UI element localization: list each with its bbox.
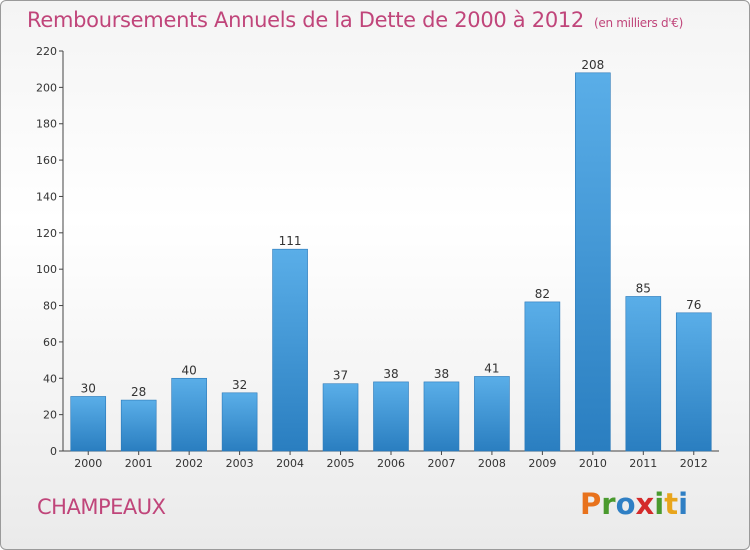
x-tick-label-2000: 2000 — [74, 457, 102, 470]
chart-subtitle: (en milliers d'€) — [594, 16, 684, 30]
value-label-2010: 208 — [581, 58, 604, 72]
y-tick-label: 20 — [43, 409, 57, 422]
value-label-2002: 40 — [182, 363, 197, 377]
y-tick-label: 180 — [36, 118, 57, 131]
value-label-2007: 38 — [434, 367, 449, 381]
bars: 30 28 40 32 111 37 38 38 41 82 208 85 76 — [70, 58, 712, 452]
bar-2003[interactable] — [221, 392, 258, 452]
y-tick-label: 60 — [43, 336, 57, 349]
x-tick-label-2001: 2001 — [125, 457, 153, 470]
axes: 0 20 40 60 80 100 120 140 160 180 200 220 2000 2001 20… — [36, 45, 719, 470]
bar-2001[interactable] — [120, 399, 157, 452]
x-tick-label-2003: 2003 — [226, 457, 254, 470]
x-tick-label-2012: 2012 — [680, 457, 708, 470]
bar-2012[interactable] — [675, 312, 712, 452]
city-name: CHAMPEAUX — [37, 495, 166, 519]
y-tick-label: 220 — [36, 45, 57, 58]
y-tick-label: 160 — [36, 154, 57, 167]
bar-2000[interactable] — [70, 396, 107, 452]
value-label-2000: 30 — [81, 381, 96, 395]
value-label-2004: 111 — [279, 234, 302, 248]
x-tick-label-2008: 2008 — [478, 457, 506, 470]
y-tick-label: 200 — [36, 81, 57, 94]
x-tick-label-2004: 2004 — [276, 457, 304, 470]
chart-title: Remboursements Annuels de la Dette de 20… — [27, 8, 683, 32]
value-label-2009: 82 — [535, 287, 550, 301]
bar-2010[interactable] — [575, 72, 611, 452]
value-label-2011: 85 — [636, 281, 651, 295]
x-tick-label-2011: 2011 — [629, 457, 657, 470]
chart-title-text: Remboursements Annuels de la Dette de 20… — [27, 8, 584, 32]
x-tick-label-2005: 2005 — [327, 457, 355, 470]
y-tick-label: 120 — [36, 227, 57, 240]
bar-2008[interactable] — [474, 376, 510, 452]
bar-2009[interactable] — [524, 301, 561, 452]
y-tick-label: 100 — [36, 263, 57, 276]
x-tick-label-2009: 2009 — [528, 457, 556, 470]
value-label-2008: 41 — [484, 361, 499, 375]
y-tick-label: 40 — [43, 372, 57, 385]
value-label-2012: 76 — [686, 298, 701, 312]
y-tick-label: 0 — [50, 445, 57, 458]
value-label-2005: 37 — [333, 369, 348, 383]
x-tick-label-2007: 2007 — [427, 457, 455, 470]
bar-2011[interactable] — [625, 296, 662, 452]
bar-2004[interactable] — [272, 248, 308, 452]
x-tick-label-2002: 2002 — [175, 457, 203, 470]
value-label-2003: 32 — [232, 378, 247, 392]
bar-2005[interactable] — [322, 383, 359, 452]
proxiti-logo[interactable]: Proxiti — [580, 487, 689, 521]
x-tick-label-2010: 2010 — [579, 457, 607, 470]
bar-2002[interactable] — [171, 377, 207, 452]
bar-2007[interactable] — [423, 381, 460, 452]
y-tick-label: 80 — [43, 300, 57, 313]
value-label-2006: 38 — [383, 367, 398, 381]
x-tick-label-2006: 2006 — [377, 457, 405, 470]
y-tick-label: 140 — [36, 190, 57, 203]
value-label-2001: 28 — [131, 385, 146, 399]
bar-2006[interactable] — [373, 381, 409, 452]
